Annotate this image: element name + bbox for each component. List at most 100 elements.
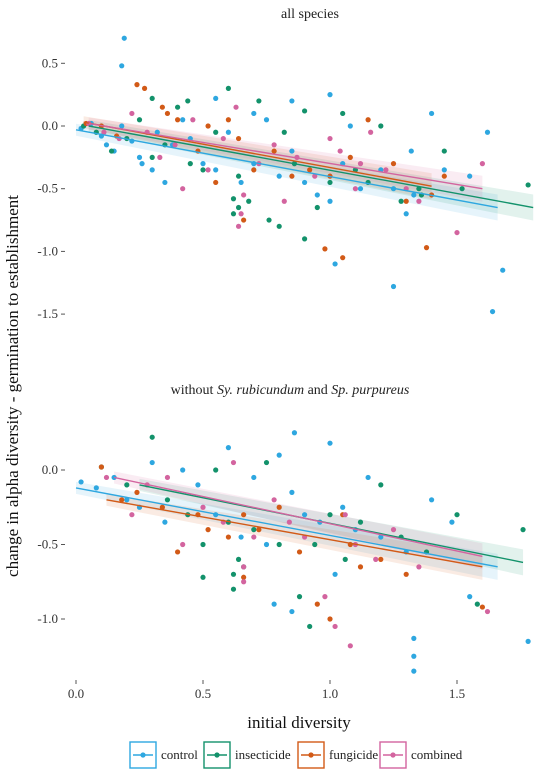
point-insecticide bbox=[340, 110, 346, 117]
point-insecticide bbox=[230, 586, 237, 592]
confidence-band-combined bbox=[114, 471, 483, 570]
point-control bbox=[429, 110, 435, 117]
point-insecticide bbox=[200, 574, 206, 580]
point-control bbox=[225, 445, 231, 451]
point-insecticide bbox=[525, 182, 531, 188]
point-combined bbox=[241, 564, 247, 570]
point-control bbox=[378, 534, 384, 540]
x-tick-label: 1.5 bbox=[449, 686, 465, 701]
y-tick-label: -1.0 bbox=[37, 611, 58, 626]
point-control bbox=[289, 489, 295, 495]
point-control bbox=[408, 148, 414, 154]
point-control bbox=[238, 534, 244, 540]
trend-line-insecticide bbox=[88, 125, 534, 209]
panel-all-species: all species 0.5 0.0 -0.5 -1.0 -1.5 bbox=[37, 7, 534, 321]
point-combined bbox=[205, 167, 211, 173]
point-control bbox=[276, 173, 282, 179]
point-combined bbox=[390, 527, 397, 533]
point-insecticide bbox=[474, 601, 480, 607]
point-combined bbox=[373, 556, 379, 563]
legend-item-fungicide: fungicide bbox=[297, 741, 378, 769]
y-axis: 0.5 0.0 -0.5 -1.0 -1.5 bbox=[37, 55, 65, 321]
point-fungicide bbox=[225, 534, 231, 540]
point-fungicide bbox=[175, 117, 181, 123]
point-combined bbox=[220, 135, 226, 142]
point-control bbox=[119, 123, 125, 129]
point-control bbox=[314, 192, 320, 198]
point-fungicide bbox=[340, 255, 346, 261]
point-control bbox=[103, 142, 110, 148]
trend-line-control bbox=[75, 487, 498, 568]
point-fungicide bbox=[479, 604, 485, 610]
point-control bbox=[500, 267, 506, 273]
trend-lines bbox=[75, 121, 534, 209]
x-tick-label: 0.0 bbox=[68, 686, 84, 701]
point-control bbox=[449, 519, 455, 525]
point-control bbox=[180, 117, 186, 123]
point-control bbox=[411, 635, 417, 641]
point-control bbox=[121, 35, 127, 41]
point-insecticide bbox=[307, 623, 313, 630]
confidence-band-fungicide bbox=[106, 493, 483, 580]
point-control bbox=[411, 192, 417, 198]
point-fungicide bbox=[307, 167, 313, 173]
point-control bbox=[347, 123, 353, 129]
y-tick-label: -0.5 bbox=[37, 181, 58, 196]
point-fungicide bbox=[134, 489, 140, 495]
point-combined bbox=[484, 608, 491, 615]
y-axis-title: change in alpha diversity - germination … bbox=[3, 195, 22, 577]
point-combined bbox=[101, 129, 107, 135]
point-control bbox=[489, 308, 496, 315]
point-fungicide bbox=[159, 504, 165, 510]
point-insecticide bbox=[235, 173, 242, 179]
y-tick-label: 0.5 bbox=[42, 55, 58, 70]
point-fungicide bbox=[357, 564, 364, 570]
point-fungicide bbox=[225, 117, 231, 123]
point-control bbox=[411, 668, 417, 674]
point-insecticide bbox=[124, 482, 130, 488]
point-combined bbox=[129, 110, 135, 117]
title-part: without bbox=[171, 383, 217, 398]
point-control bbox=[149, 167, 155, 173]
point-insecticide bbox=[263, 459, 270, 466]
point-fungicide bbox=[403, 198, 409, 204]
point-insecticide bbox=[327, 179, 333, 186]
point-fungicide bbox=[441, 173, 447, 179]
point-fungicide bbox=[289, 173, 295, 179]
point-combined bbox=[172, 142, 178, 148]
point-combined bbox=[164, 474, 171, 481]
point-fungicide bbox=[322, 246, 328, 252]
point-insecticide bbox=[213, 129, 219, 135]
point-insecticide bbox=[302, 108, 308, 114]
point-fungicide bbox=[241, 217, 247, 223]
point-insecticide bbox=[276, 223, 282, 229]
point-fungicide bbox=[159, 104, 165, 110]
point-combined bbox=[103, 474, 110, 481]
x-axis-title: initial diversity bbox=[247, 713, 351, 732]
y-tick-label: 0.0 bbox=[42, 462, 58, 477]
legend: control insecticide fungicide combined bbox=[129, 741, 463, 769]
point-insecticide bbox=[200, 167, 206, 173]
point-insecticide bbox=[164, 497, 171, 503]
title-part: Sy. rubicundum bbox=[217, 383, 304, 398]
point-control bbox=[162, 179, 168, 186]
point-insecticide bbox=[314, 204, 320, 211]
point-control bbox=[429, 497, 435, 503]
point-insecticide bbox=[266, 217, 272, 223]
point-control bbox=[238, 179, 244, 186]
point-insecticide bbox=[230, 211, 237, 217]
point-control bbox=[365, 474, 371, 481]
point-control bbox=[119, 63, 125, 69]
point-fungicide bbox=[164, 110, 171, 117]
confidence-band-control bbox=[76, 481, 498, 580]
point-combined bbox=[230, 459, 237, 466]
point-insecticide bbox=[378, 123, 384, 129]
point-control bbox=[340, 504, 346, 510]
point-control bbox=[525, 638, 531, 644]
legend-label: combined bbox=[411, 747, 463, 762]
point-combined bbox=[200, 504, 206, 510]
point-insecticide bbox=[281, 129, 287, 135]
point-control bbox=[213, 167, 219, 173]
point-insecticide bbox=[136, 117, 143, 123]
legend-label: insecticide bbox=[235, 747, 291, 762]
